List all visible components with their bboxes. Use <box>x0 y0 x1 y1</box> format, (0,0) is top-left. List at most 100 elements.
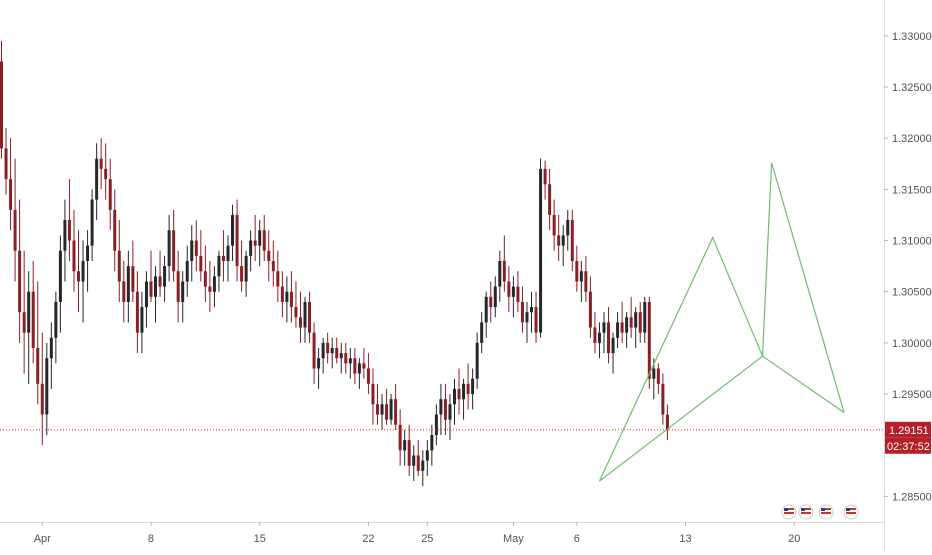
y-tick-label: 1.32000 <box>892 133 932 145</box>
candle-body <box>31 291 35 348</box>
candle-body <box>339 353 343 359</box>
countdown-tag <box>885 437 931 454</box>
flag-icon-stripe <box>821 512 831 514</box>
candle-body <box>548 184 552 215</box>
candle <box>597 322 601 359</box>
candle <box>36 281 40 405</box>
countdown-label: 02:37:52 <box>887 441 930 453</box>
candle-body <box>104 168 108 180</box>
candle <box>665 404 669 441</box>
candle-body <box>244 255 248 282</box>
candle-body <box>389 399 393 420</box>
flag-icon <box>781 504 797 520</box>
candle-body <box>176 271 180 302</box>
candle <box>172 209 176 282</box>
candle <box>271 240 275 287</box>
candle-body <box>570 220 574 261</box>
candle-body <box>498 261 502 287</box>
candle-body <box>362 363 366 369</box>
candle-body <box>561 235 565 246</box>
candle-body <box>484 296 488 323</box>
candle-body <box>443 399 447 420</box>
candle-body <box>77 271 81 282</box>
candle <box>154 266 158 323</box>
pattern-link <box>762 355 845 413</box>
candle <box>258 220 262 267</box>
candle-body <box>40 383 44 415</box>
candle-body <box>634 312 638 328</box>
y-tick-label: 1.31000 <box>892 236 932 248</box>
candle <box>185 245 189 297</box>
candle <box>434 404 438 446</box>
candle <box>407 424 411 476</box>
candle <box>480 312 484 354</box>
candle-body <box>552 214 556 236</box>
candle <box>303 296 307 343</box>
candle <box>72 209 76 292</box>
candle-body <box>117 250 121 282</box>
candle-body <box>167 230 171 267</box>
candle-body <box>262 230 266 251</box>
candle <box>584 255 588 302</box>
candle <box>588 276 592 338</box>
candle-body <box>457 388 461 400</box>
candle-body <box>54 301 58 338</box>
candle <box>176 250 180 323</box>
candle-body <box>480 322 484 343</box>
x-axis-labels: Apr 8 15 22 25 May 6 13 20 <box>34 522 800 545</box>
candle <box>511 276 515 318</box>
candle <box>104 143 108 200</box>
flag-icon-canton <box>821 508 825 511</box>
candle-body <box>407 440 411 466</box>
candle <box>217 250 221 292</box>
candle-body <box>181 281 185 302</box>
candle-body <box>353 358 357 374</box>
candle <box>181 271 185 323</box>
candle <box>77 230 81 313</box>
candle-body <box>212 276 216 292</box>
candle-body <box>539 168 543 333</box>
candle-body <box>471 378 475 395</box>
candle-body <box>593 327 597 343</box>
candle <box>131 240 135 302</box>
candle <box>525 301 529 343</box>
candle <box>398 409 402 466</box>
candle <box>579 261 583 302</box>
candle-body <box>86 245 90 261</box>
candle-body <box>163 266 167 287</box>
candle <box>539 158 543 338</box>
candle-body <box>72 240 76 272</box>
candle-body <box>58 250 62 302</box>
candle-body <box>203 271 207 287</box>
candle <box>326 332 330 364</box>
flag-icon-stripe <box>784 512 794 514</box>
candle-body <box>398 424 402 451</box>
flag-icon <box>818 504 834 520</box>
candle-body <box>276 271 280 287</box>
candle <box>335 337 339 364</box>
candle <box>203 245 207 302</box>
candle <box>9 138 13 231</box>
candle <box>575 245 579 292</box>
y-tick-label: 1.29500 <box>892 389 932 401</box>
candle-body <box>579 271 583 282</box>
candle-body <box>154 276 158 297</box>
candle-body <box>13 209 17 251</box>
candle-body <box>122 281 126 302</box>
candle <box>443 383 447 435</box>
candle-body <box>348 358 352 364</box>
candle <box>439 383 443 435</box>
candle-body <box>321 342 325 359</box>
candle <box>403 429 407 466</box>
candle <box>638 301 642 343</box>
candle-body <box>326 342 330 354</box>
candle-body <box>507 281 511 297</box>
candle-body <box>312 332 316 369</box>
candle-body <box>620 322 624 333</box>
candle <box>253 214 257 261</box>
candle <box>108 158 112 231</box>
flag-icon-stripe <box>846 512 856 514</box>
candle-body <box>140 307 144 333</box>
